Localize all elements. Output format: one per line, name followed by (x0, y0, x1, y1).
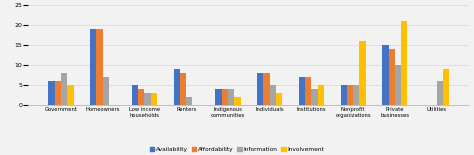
Bar (61, 73, 67, 105)
Bar (341, 85, 347, 105)
Bar (437, 81, 443, 105)
Bar (276, 93, 282, 105)
Legend: Availability, Affordability, Information, Involvement: Availability, Affordability, Information… (150, 147, 324, 152)
Bar (305, 77, 311, 105)
Bar (186, 97, 192, 105)
Bar (97, 29, 103, 105)
Bar (48, 81, 55, 105)
Bar (264, 73, 270, 105)
Bar (359, 41, 366, 105)
Bar (173, 69, 180, 105)
Bar (222, 89, 228, 105)
Bar (151, 93, 157, 105)
Bar (443, 69, 449, 105)
Bar (257, 73, 264, 105)
Bar (401, 21, 408, 105)
Bar (132, 85, 138, 105)
Bar (311, 89, 318, 105)
Bar (228, 89, 234, 105)
Bar (216, 89, 222, 105)
Bar (67, 85, 73, 105)
Bar (180, 73, 186, 105)
Bar (55, 81, 61, 105)
Bar (299, 77, 305, 105)
Bar (389, 49, 395, 105)
Bar (90, 29, 97, 105)
Bar (318, 85, 324, 105)
Bar (138, 89, 145, 105)
Bar (270, 85, 276, 105)
Bar (395, 65, 401, 105)
Bar (103, 77, 109, 105)
Bar (347, 85, 353, 105)
Bar (383, 45, 389, 105)
Bar (353, 85, 359, 105)
Bar (145, 93, 151, 105)
Bar (234, 97, 240, 105)
